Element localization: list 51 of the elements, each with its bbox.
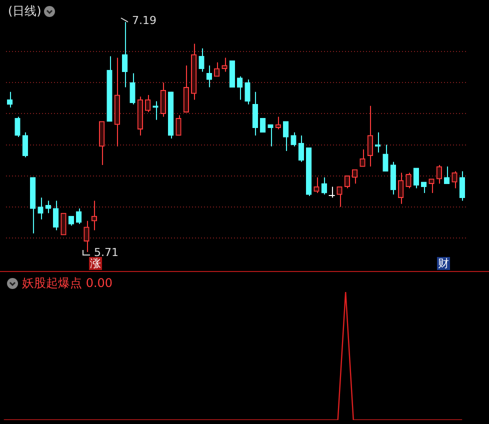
candlestick: [183, 65, 189, 113]
chart-title: 妖股起爆点 0.00: [22, 276, 113, 290]
candlestick: [406, 172, 412, 189]
text: 财: [437, 257, 450, 270]
candlestick: [436, 164, 442, 184]
candlestick: [260, 118, 266, 133]
candlestick: [367, 105, 373, 168]
candlestick: [283, 120, 289, 152]
candlestick: [344, 175, 350, 189]
candlestick: [244, 79, 250, 105]
candlestick: [413, 168, 419, 189]
candlestick: [176, 114, 182, 136]
candlestick: [290, 132, 296, 147]
candlestick: [160, 82, 166, 118]
candlestick: [45, 200, 51, 214]
candlestick: [459, 170, 465, 202]
candlestick: [53, 200, 59, 231]
annotation: 7.19: [131, 14, 158, 27]
candlestick: [206, 65, 212, 88]
candlestick: [390, 161, 396, 195]
candlestick: [421, 182, 427, 194]
candlestick: [428, 178, 434, 194]
chart-title: (日线): [8, 4, 42, 18]
candlestick: [60, 212, 66, 236]
candlestick: [298, 134, 304, 162]
candlestick: [375, 132, 381, 154]
candlestick: [382, 144, 388, 172]
candlestick: [336, 186, 342, 208]
candlestick: [360, 148, 366, 168]
candlestick: [252, 91, 258, 136]
candlestick: [321, 176, 327, 195]
candlestick: [444, 166, 450, 184]
candlestick: [145, 94, 151, 113]
candlestick: [22, 132, 28, 158]
candlestick: [398, 172, 404, 204]
candlestick: [275, 116, 281, 130]
candlestick: [222, 57, 228, 72]
candlestick: [268, 124, 274, 147]
candlestick: [76, 208, 82, 225]
annotation: 5.71: [94, 246, 120, 259]
candlestick: [452, 170, 458, 189]
candlestick: [14, 116, 20, 138]
text: 涨: [89, 257, 102, 270]
candlestick: [99, 120, 105, 166]
candlestick: [198, 48, 204, 72]
candlestick: [38, 197, 44, 220]
candlestick: [122, 22, 128, 88]
candlestick: [237, 76, 243, 100]
candlestick: [328, 186, 336, 198]
candlestick: [314, 176, 320, 194]
candlestick: [130, 72, 136, 105]
